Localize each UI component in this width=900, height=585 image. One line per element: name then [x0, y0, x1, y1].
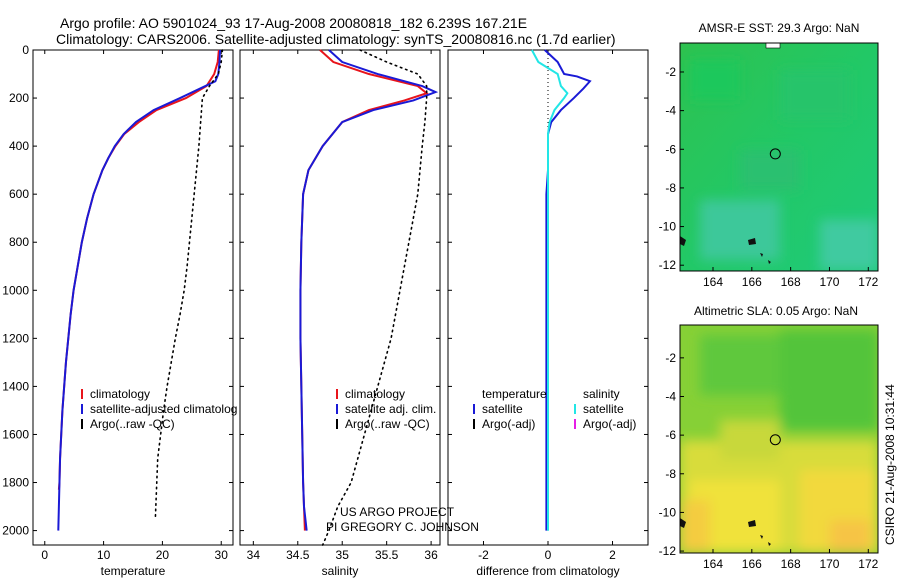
difference-panel: -2 0 2 difference from climatology temperatu…: [447, 49, 649, 578]
legend-label: salinity: [583, 387, 620, 401]
sst-map-axes: 164 166 168 170 172 -2 -4 -6 -8 -10 -12: [659, 42, 879, 289]
y-tick-label: 400: [9, 139, 29, 153]
y-tick-label: -8: [665, 181, 676, 195]
legend-label: satellite adj. clim.: [345, 402, 436, 416]
sst-map-title: AMSR-E SST: 29.3 Argo: NaN: [699, 21, 860, 35]
x-tick-label: 166: [742, 557, 762, 571]
temperature-panel: 0 10 20 30 temperature 0 200 400 600 800 1000 1200 1…: [2, 43, 237, 578]
y-tick-label: 800: [9, 235, 29, 249]
y-tick-label: 1600: [2, 427, 29, 441]
x-tick-label: 36: [424, 548, 438, 562]
x-tick-label: 30: [215, 548, 229, 562]
x-tick-label: 164: [703, 275, 723, 289]
sla-map-axes: 164 166 168 170 172 -2 -4 -6 -8 -10 -12: [659, 324, 879, 571]
credit-project: US ARGO PROJECT: [340, 505, 455, 519]
credit-pi: PI GREGORY C. JOHNSON: [326, 520, 479, 534]
y-tick-label: -2: [665, 65, 676, 79]
legend-label: satellite-adjusted climatolog: [90, 402, 237, 416]
x-tick-label: 20: [156, 548, 170, 562]
y-tick-label: -8: [665, 467, 676, 481]
y-tick-label: -6: [665, 428, 676, 442]
y-tick-label: 1000: [2, 283, 29, 297]
y-tick-label: -10: [659, 220, 677, 234]
series-line: [321, 49, 428, 546]
y-tick-label: 200: [9, 91, 29, 105]
x-tick-label: -2: [478, 548, 489, 562]
sla-map-title: Altimetric SLA: 0.05 Argo: NaN: [694, 304, 858, 318]
legend-label: satellite: [583, 402, 624, 416]
legend-label: Argo(-adj): [482, 417, 535, 431]
legend-label: Argo(-adj): [583, 417, 636, 431]
legend-label: Argo(..raw -QC): [90, 417, 175, 431]
x-axis-label: difference from climatology: [476, 564, 619, 578]
legend-label: climatology: [90, 387, 150, 401]
legend-label: temperature: [482, 387, 547, 401]
x-tick-label: 2: [609, 548, 616, 562]
y-tick-label: 1400: [2, 379, 29, 393]
salinity-panel: 34 34.5 35 35.5 36 salinity climatologysatelli…: [239, 49, 441, 578]
series-line: [299, 49, 429, 531]
series-line: [530, 49, 569, 531]
y-tick-label: -4: [665, 104, 676, 118]
plot-frame: [32, 49, 234, 546]
header-line-2: Climatology: CARS2006. Satellite-adjuste…: [56, 31, 616, 47]
x-tick-label: 168: [781, 557, 801, 571]
series-line: [154, 49, 224, 520]
series-line: [299, 49, 439, 531]
y-tick-label: -12: [659, 258, 677, 272]
y-tick-label: -2: [665, 351, 676, 365]
x-tick-label: 0: [41, 548, 48, 562]
y-tick-label: -4: [665, 389, 676, 403]
credit-stamp: CSIRO 21-Aug-2008 10:31:44: [883, 384, 897, 545]
x-tick-label: 0: [545, 548, 552, 562]
x-tick-label: 170: [819, 275, 839, 289]
legend-label: satellite: [482, 402, 523, 416]
y-tick-label: 2000: [2, 524, 29, 538]
x-axis-label: temperature: [101, 564, 166, 578]
x-tick-label: 35: [336, 548, 350, 562]
y-tick-label: 0: [22, 43, 29, 57]
series-line: [57, 49, 222, 531]
argo-location-marker: [769, 148, 781, 160]
legend-label: Argo(..raw -QC): [345, 417, 430, 431]
y-tick-label: -6: [665, 142, 676, 156]
map-frame: [679, 42, 879, 272]
y-tick-label: 600: [9, 187, 29, 201]
x-axis-label: salinity: [322, 564, 359, 578]
x-tick-label: 172: [858, 275, 878, 289]
map-frame: [679, 324, 879, 554]
x-tick-label: 10: [97, 548, 111, 562]
header-line-1: Argo profile: AO 5901024_93 17-Aug-2008 …: [60, 15, 527, 31]
series-line: [544, 49, 592, 531]
x-tick-label: 34: [247, 548, 261, 562]
legend-label: climatology: [345, 387, 405, 401]
x-tick-label: 35.5: [375, 548, 399, 562]
y-tick-label: 1200: [2, 331, 29, 345]
y-tick-label: -10: [659, 505, 677, 519]
x-tick-label: 168: [781, 275, 801, 289]
plot-frame: [239, 49, 441, 546]
x-tick-label: 164: [703, 557, 723, 571]
y-tick-label: -12: [659, 544, 677, 558]
x-tick-label: 166: [742, 275, 762, 289]
x-tick-label: 172: [858, 557, 878, 571]
sla-map-field: [680, 325, 878, 553]
x-tick-label: 34.5: [286, 548, 310, 562]
x-tick-label: 170: [819, 557, 839, 571]
y-tick-label: 1800: [2, 476, 29, 490]
argo-location-marker: [769, 434, 781, 446]
